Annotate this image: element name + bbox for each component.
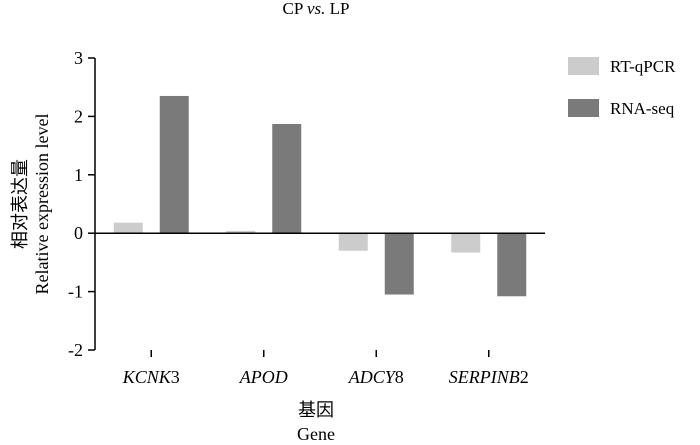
y-axis-label-cn: 相对表达量 [10,159,30,249]
legend-label: RT-qPCR [610,57,676,76]
bar-rt-qpcr [451,233,481,253]
category-label: SERPINB2 [449,367,529,387]
y-tick-label: 1 [74,165,83,185]
x-axis-label-en: Gene [297,424,335,444]
category-label: KCNK3 [122,367,180,387]
bars [113,95,527,297]
x-axis-label-cn: 基因 [298,400,334,420]
bar-rt-qpcr [338,233,368,251]
category-labels: KCNK3 APOD ADCY8 SERPINB2 [122,367,529,387]
y-tick-label: 0 [74,223,83,243]
legend-label: RNA-seq [610,99,675,118]
bar-rt-qpcr [113,222,143,234]
bar-rna-seq [159,95,189,234]
category-label: ADCY8 [348,367,404,387]
y-tick-label: -1 [68,282,83,302]
legend-swatch [568,57,599,75]
y-tick-label: -2 [68,340,83,360]
legend: RT-qPCR RNA-seq [568,57,676,118]
bar-rna-seq [272,123,302,234]
x-axis [95,232,545,357]
y-axis: -2 -1 0 1 2 3 [68,48,96,360]
y-axis-label-en: Relative expression level [32,114,52,295]
y-axis-label: 相对表达量 Relative expression level [10,114,52,295]
chart-title-part-2: vs. [307,0,325,18]
chart-title-part-1: CP [283,0,307,18]
chart-title: CP vs. LP [283,0,350,18]
y-tick-label: 3 [74,48,83,68]
bar-rna-seq [497,233,527,297]
bar-rt-qpcr [226,230,256,234]
bar-rna-seq [384,233,414,295]
chart-title-part-3: LP [325,0,349,18]
legend-swatch [568,99,599,117]
y-tick-label: 2 [74,106,83,126]
category-label: APOD [239,367,288,387]
